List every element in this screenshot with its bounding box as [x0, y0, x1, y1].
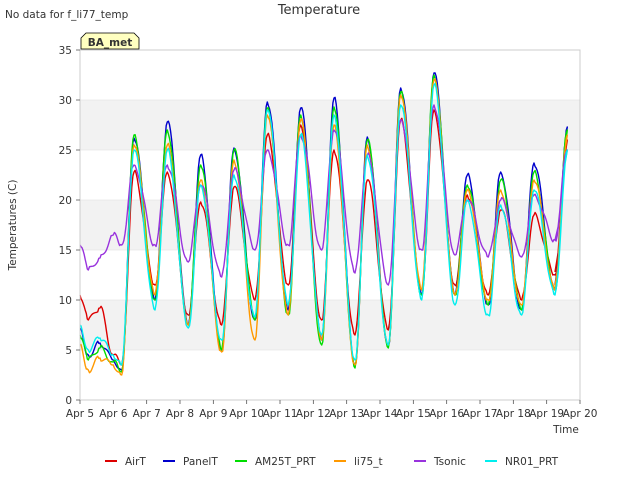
plot-frame [79, 49, 581, 401]
x-tick-label: Apr 9 [199, 408, 227, 420]
badge-shape [80, 32, 140, 50]
y-tick-label: 30 [59, 95, 72, 107]
chart-title: Temperature [277, 3, 360, 18]
no-data-note: No data for f_li77_temp [5, 9, 129, 21]
legend-label: AirT [125, 456, 146, 468]
series-line-nr01-prt [79, 82, 568, 366]
x-tick-label: Apr 11 [263, 408, 298, 420]
legend-label: NR01_PRT [505, 456, 559, 468]
x-tick-label: Apr 5 [66, 408, 94, 420]
y-tick-label: 35 [59, 45, 72, 57]
x-tick-label: Apr 12 [296, 408, 331, 420]
x-tick-label: Apr 17 [463, 408, 498, 420]
badge-label: BA_met [88, 37, 132, 49]
y-tick-label: 25 [59, 145, 72, 157]
x-tick-label: Apr 8 [166, 408, 194, 420]
y-axis-label: Temperatures (C) [7, 180, 19, 272]
x-tick-label: Apr 7 [133, 408, 161, 420]
x-tick-label: Apr 14 [363, 408, 398, 420]
x-tick-label: Apr 18 [496, 408, 531, 420]
x-tick-label: Apr 6 [99, 408, 128, 420]
x-tick-label: Apr 10 [229, 408, 264, 420]
y-tick-label: 10 [59, 295, 72, 307]
y-tick-label: 20 [59, 195, 72, 207]
plot-area [79, 49, 581, 401]
band-0 [80, 300, 580, 350]
x-axis-label: Time [552, 424, 579, 436]
y-tick-label: 0 [65, 395, 72, 407]
y-tick-label: 5 [65, 345, 72, 357]
y-tick-label: 15 [59, 245, 72, 257]
y-axis-ticks: 0 5 10 15 20 25 30 35 [59, 45, 80, 407]
legend-label: li75_t [354, 456, 383, 468]
station-badge: BA_met [80, 32, 140, 50]
legend: AirT PanelT AM25T_PRT li75_t Tsonic NR01_PRT [105, 456, 559, 468]
legend-label: AM25T_PRT [255, 456, 316, 468]
series-lines [79, 72, 568, 376]
legend-label: PanelT [183, 456, 218, 468]
x-tick-label: Apr 13 [329, 408, 364, 420]
x-tick-label: Apr 16 [429, 408, 464, 420]
x-tick-label: Apr 20 [563, 408, 598, 420]
x-tick-label: Apr 15 [396, 408, 431, 420]
background-bands [80, 100, 580, 350]
series-line-tsonic [79, 104, 568, 286]
legend-label: Tsonic [433, 456, 466, 468]
x-tick-label: Apr 19 [529, 408, 564, 420]
